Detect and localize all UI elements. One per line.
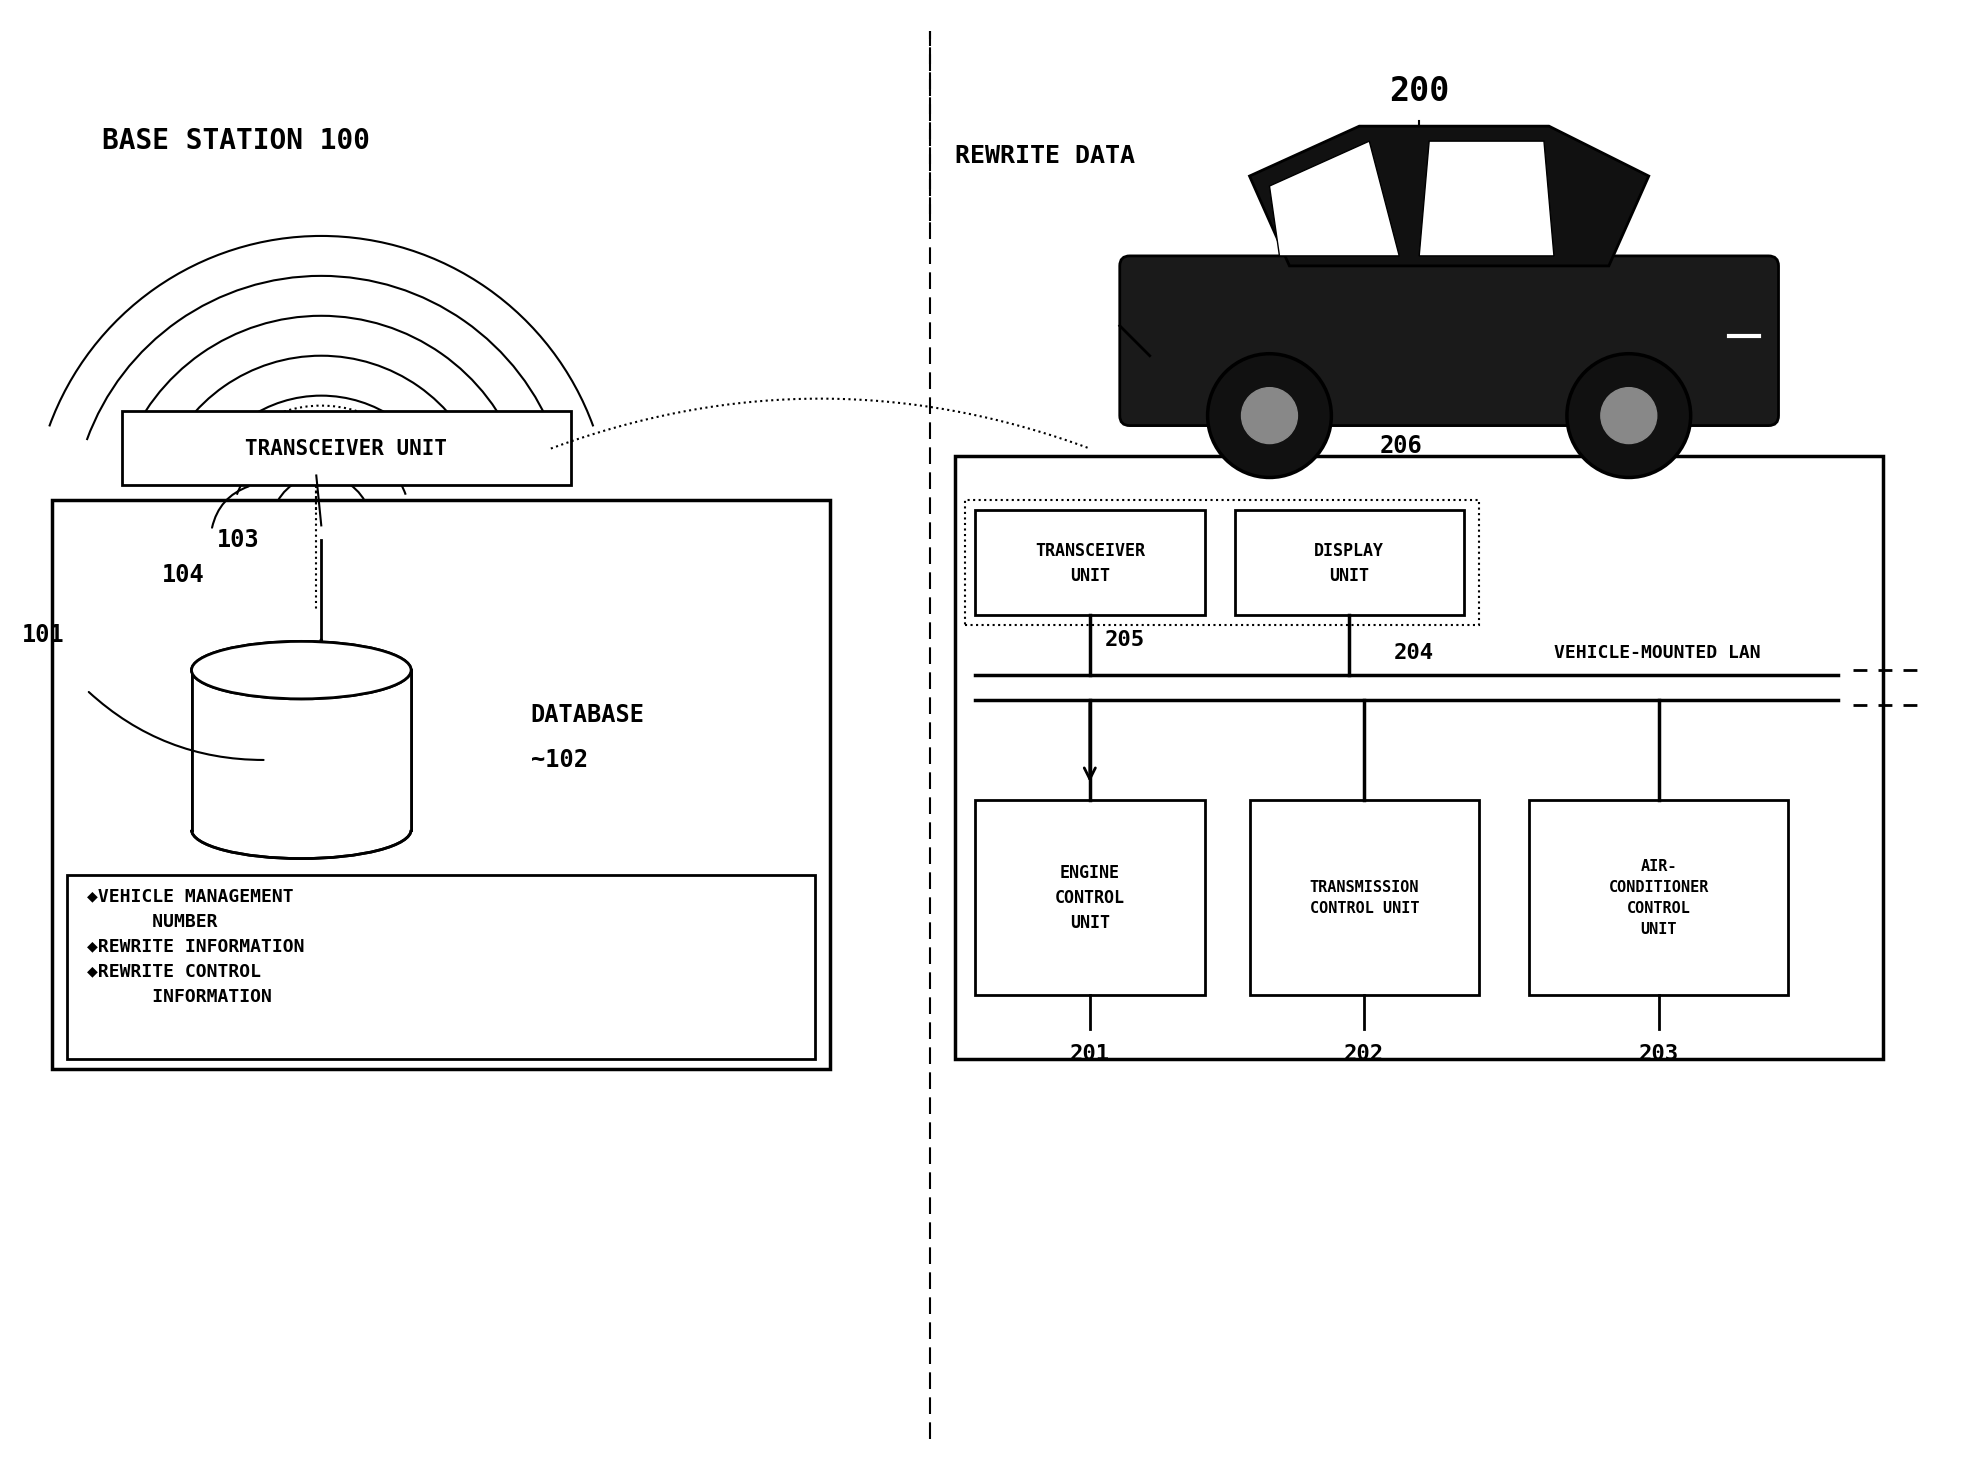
- FancyBboxPatch shape: [975, 510, 1206, 616]
- Text: 205: 205: [1104, 631, 1144, 650]
- Text: 104: 104: [161, 563, 205, 588]
- Circle shape: [310, 513, 334, 538]
- Text: 101: 101: [22, 623, 66, 647]
- FancyBboxPatch shape: [1120, 256, 1779, 426]
- Polygon shape: [1249, 126, 1648, 266]
- FancyBboxPatch shape: [191, 670, 411, 831]
- Polygon shape: [1420, 141, 1553, 256]
- Text: 203: 203: [1638, 1044, 1678, 1064]
- Text: AIR-
CONDITIONER
CONTROL
UNIT: AIR- CONDITIONER CONTROL UNIT: [1609, 858, 1708, 936]
- Text: TRANSCEIVER UNIT: TRANSCEIVER UNIT: [244, 438, 447, 459]
- FancyBboxPatch shape: [1529, 800, 1789, 995]
- Text: 103: 103: [216, 528, 260, 553]
- Text: 200: 200: [1388, 75, 1450, 107]
- FancyBboxPatch shape: [975, 800, 1206, 995]
- Text: ENGINE
CONTROL
UNIT: ENGINE CONTROL UNIT: [1055, 864, 1124, 932]
- FancyBboxPatch shape: [121, 410, 570, 485]
- Text: ~102: ~102: [530, 748, 588, 772]
- FancyBboxPatch shape: [1235, 510, 1464, 616]
- Circle shape: [1567, 354, 1690, 478]
- FancyBboxPatch shape: [52, 500, 830, 1069]
- Text: DISPLAY
UNIT: DISPLAY UNIT: [1315, 542, 1384, 585]
- Text: DATABASE: DATABASE: [530, 703, 645, 728]
- Text: TRANSCEIVER
UNIT: TRANSCEIVER UNIT: [1035, 542, 1144, 585]
- Text: 204: 204: [1394, 644, 1434, 663]
- Circle shape: [1207, 354, 1331, 478]
- Text: 206: 206: [1378, 434, 1422, 457]
- Polygon shape: [1269, 141, 1400, 256]
- Text: 201: 201: [1070, 1044, 1110, 1064]
- FancyBboxPatch shape: [68, 875, 816, 1060]
- Text: 202: 202: [1345, 1044, 1384, 1064]
- Ellipse shape: [191, 641, 411, 698]
- Text: TRANSMISSION
CONTROL UNIT: TRANSMISSION CONTROL UNIT: [1309, 879, 1420, 916]
- Text: VEHICLE-MOUNTED LAN: VEHICLE-MOUNTED LAN: [1553, 644, 1760, 662]
- Text: REWRITE DATA: REWRITE DATA: [955, 144, 1136, 168]
- FancyBboxPatch shape: [1249, 800, 1480, 995]
- FancyBboxPatch shape: [955, 456, 1883, 1060]
- Ellipse shape: [191, 641, 411, 698]
- Polygon shape: [312, 904, 461, 964]
- Circle shape: [1241, 388, 1297, 444]
- Text: BASE STATION 100: BASE STATION 100: [101, 126, 369, 156]
- Circle shape: [1601, 388, 1656, 444]
- Text: ◆VEHICLE MANAGEMENT
      NUMBER
◆REWRITE INFORMATION
◆REWRITE CONTROL
      INF: ◆VEHICLE MANAGEMENT NUMBER ◆REWRITE INFO…: [87, 888, 304, 1005]
